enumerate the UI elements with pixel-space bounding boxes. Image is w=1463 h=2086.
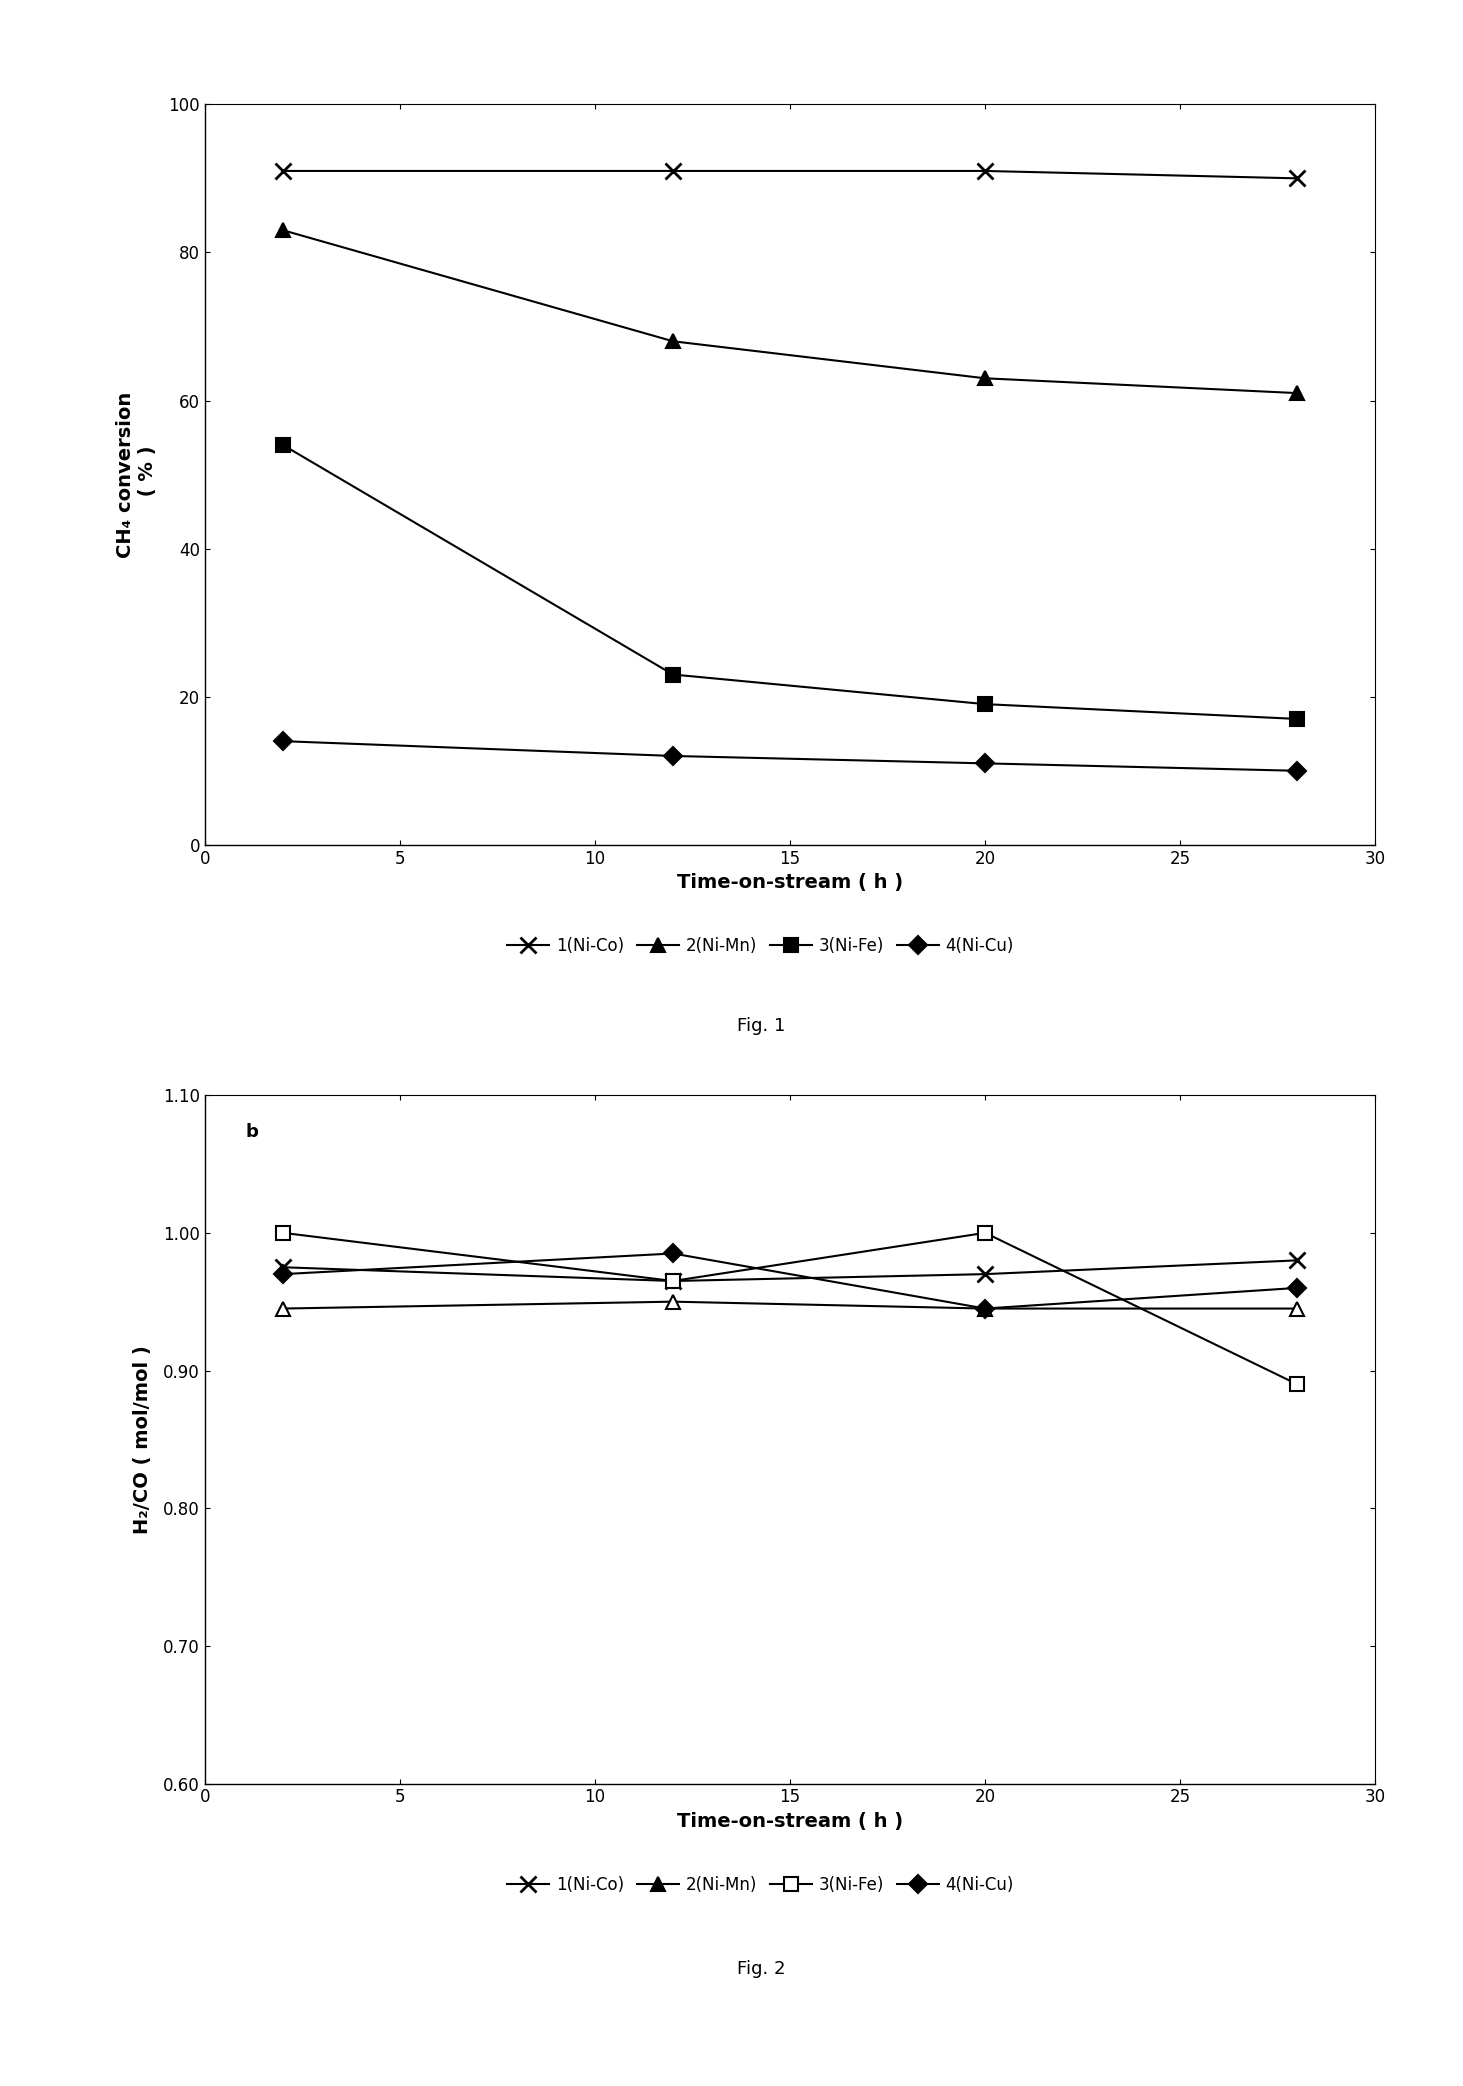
4(Ni-Cu) [976, 1295, 993, 1320]
Legend: 1(Ni-Co), 2(Ni-Mn), 3(Ni-Fe), 4(Ni-Cu): 1(Ni-Co), 2(Ni-Mn), 3(Ni-Fe), 4(Ni-Cu) [500, 1869, 1021, 1900]
3(Ni-Fe) [664, 1268, 682, 1293]
Text: Fig. 2: Fig. 2 [736, 1961, 786, 1978]
Text: b: b [246, 1122, 259, 1141]
Line: 4(Ni-Cu): 4(Ni-Cu) [277, 1247, 1304, 1314]
3(Ni-Fe) [274, 432, 291, 457]
Y-axis label: H₂/CO ( mol/mol ): H₂/CO ( mol/mol ) [133, 1345, 152, 1533]
Text: Fig. 1: Fig. 1 [736, 1018, 786, 1035]
Line: 1(Ni-Co): 1(Ni-Co) [275, 163, 1305, 186]
1(Ni-Co) [274, 159, 291, 184]
3(Ni-Fe) [1289, 1373, 1306, 1398]
3(Ni-Fe) [1289, 707, 1306, 732]
4(Ni-Cu) [274, 1262, 291, 1287]
4(Ni-Cu) [664, 1241, 682, 1266]
1(Ni-Co) [976, 159, 993, 184]
4(Ni-Cu) [976, 751, 993, 776]
Line: 3(Ni-Fe): 3(Ni-Fe) [277, 1227, 1304, 1391]
4(Ni-Cu) [1289, 1275, 1306, 1300]
X-axis label: Time-on-stream ( h ): Time-on-stream ( h ) [677, 1813, 903, 1832]
1(Ni-Co) [1289, 167, 1306, 192]
1(Ni-Co) [664, 159, 682, 184]
2(Ni-Mn) [274, 1295, 291, 1320]
2(Ni-Mn) [664, 330, 682, 355]
2(Ni-Mn) [976, 1295, 993, 1320]
Y-axis label: CH₄ conversion
 ( % ): CH₄ conversion ( % ) [116, 392, 157, 557]
2(Ni-Mn) [274, 217, 291, 242]
3(Ni-Fe) [976, 693, 993, 718]
1(Ni-Co) [664, 1268, 682, 1293]
X-axis label: Time-on-stream ( h ): Time-on-stream ( h ) [677, 874, 903, 893]
3(Ni-Fe) [274, 1220, 291, 1245]
2(Ni-Mn) [664, 1289, 682, 1314]
Line: 4(Ni-Cu): 4(Ni-Cu) [277, 734, 1304, 776]
3(Ni-Fe) [976, 1220, 993, 1245]
4(Ni-Cu) [664, 743, 682, 768]
1(Ni-Co) [1289, 1247, 1306, 1272]
2(Ni-Mn) [976, 365, 993, 390]
Line: 1(Ni-Co): 1(Ni-Co) [275, 1254, 1305, 1289]
1(Ni-Co) [976, 1262, 993, 1287]
3(Ni-Fe) [664, 661, 682, 686]
Line: 2(Ni-Mn): 2(Ni-Mn) [277, 1295, 1304, 1316]
Line: 2(Ni-Mn): 2(Ni-Mn) [277, 223, 1304, 401]
4(Ni-Cu) [274, 728, 291, 753]
Legend: 1(Ni-Co), 2(Ni-Mn), 3(Ni-Fe), 4(Ni-Cu): 1(Ni-Co), 2(Ni-Mn), 3(Ni-Fe), 4(Ni-Cu) [500, 930, 1021, 962]
4(Ni-Cu) [1289, 759, 1306, 784]
2(Ni-Mn) [1289, 380, 1306, 405]
Line: 3(Ni-Fe): 3(Ni-Fe) [277, 438, 1304, 726]
1(Ni-Co) [274, 1256, 291, 1281]
2(Ni-Mn) [1289, 1295, 1306, 1320]
